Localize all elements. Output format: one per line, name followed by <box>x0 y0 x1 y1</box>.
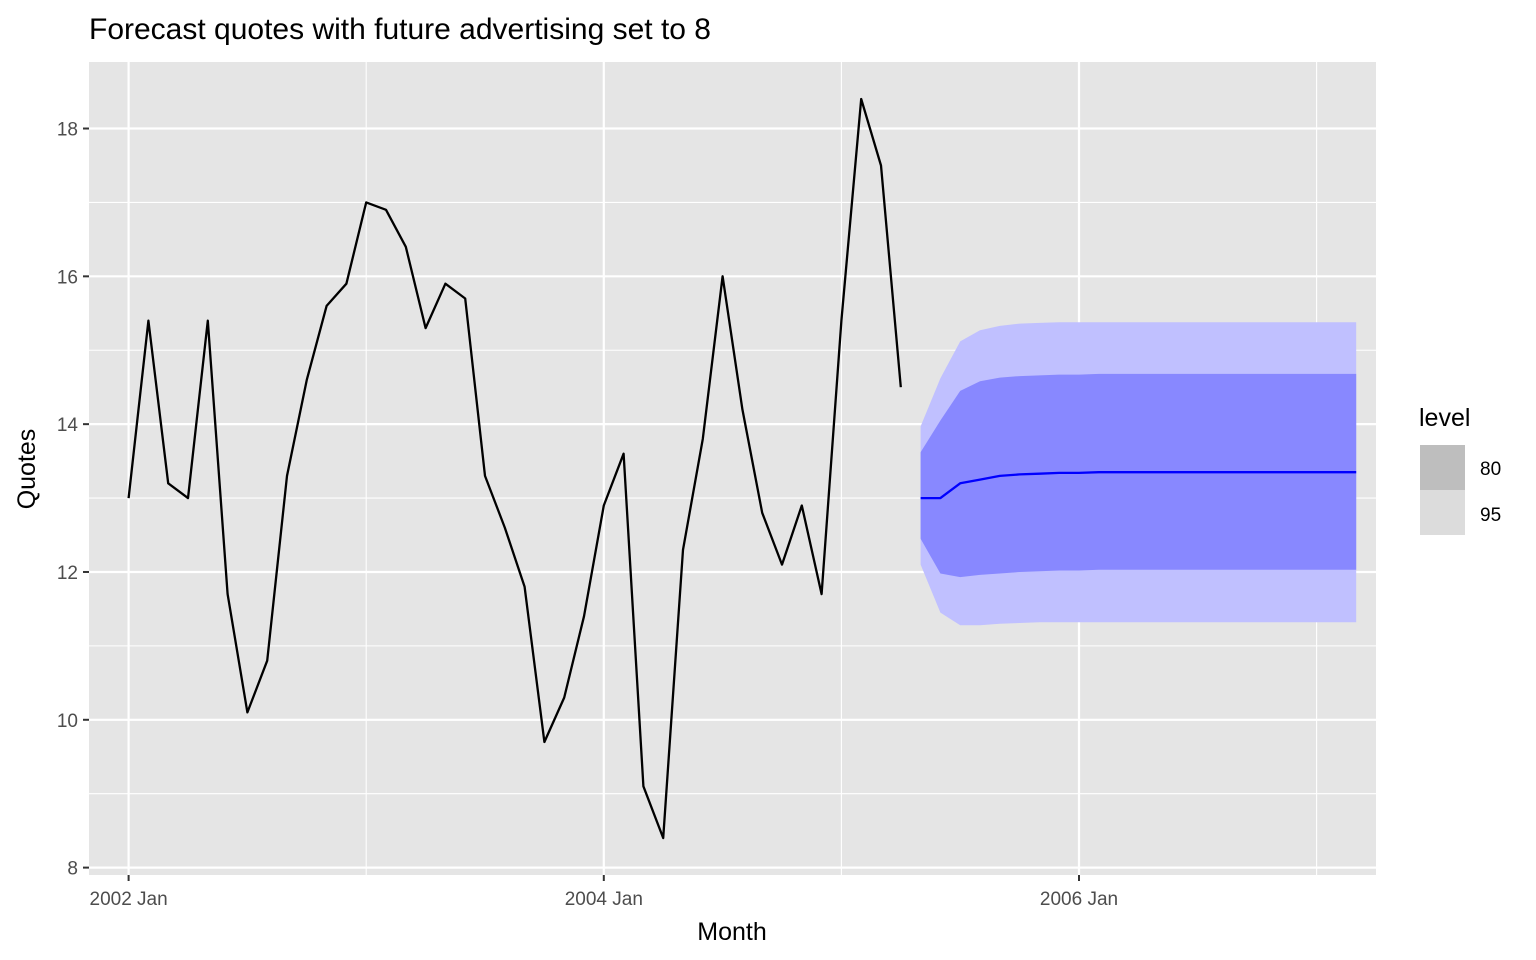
y-tick-label: 8 <box>67 859 78 880</box>
y-tick-label: 18 <box>57 120 78 141</box>
legend-label-80: 80 <box>1480 459 1501 480</box>
legend: level 80 95 <box>1419 404 1501 535</box>
y-axis: 8 10 12 14 16 18 <box>57 120 89 880</box>
series-points <box>128 98 1357 839</box>
legend-key-80 <box>1420 445 1465 490</box>
y-tick-label: 10 <box>57 711 78 732</box>
legend-title: level <box>1419 404 1470 432</box>
observed-line <box>127 97 902 840</box>
y-tick-label: 14 <box>57 415 79 436</box>
x-axis-title: Month <box>697 918 766 946</box>
legend-label-95: 95 <box>1480 505 1501 526</box>
minor-gridlines <box>89 62 1376 875</box>
y-axis-title: Quotes <box>13 429 41 510</box>
chart-title: Forecast quotes with future advertising … <box>89 13 711 46</box>
x-tick-label: 2006 Jan <box>1040 889 1118 910</box>
x-tick-label: 2002 Jan <box>90 889 168 910</box>
interval-80-band <box>920 373 1357 578</box>
legend-key-95 <box>1420 490 1465 535</box>
forecast-intervals <box>920 322 1357 626</box>
y-tick-label: 16 <box>57 267 78 288</box>
x-axis: 2002 Jan 2004 Jan 2006 Jan <box>90 875 1118 910</box>
y-tick-label: 12 <box>57 563 78 584</box>
x-tick-label: 2004 Jan <box>565 889 643 910</box>
